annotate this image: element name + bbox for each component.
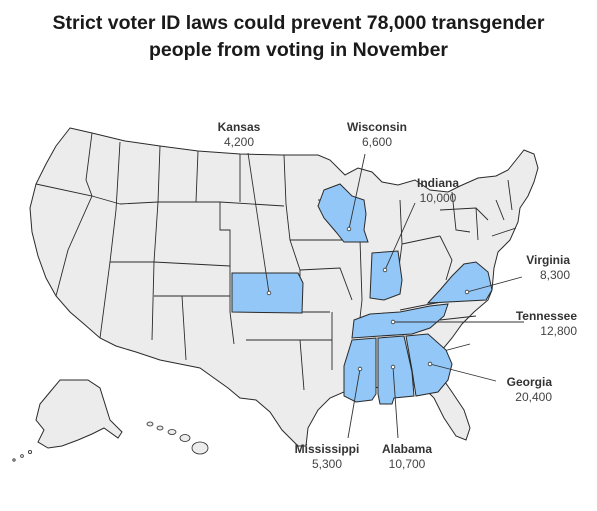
title-line-1: Strict voter ID laws could prevent 78,00…	[52, 12, 545, 34]
label-value-alabama: 10,700	[389, 457, 426, 471]
label-name-georgia: Georgia	[507, 375, 553, 389]
state-borders	[35, 132, 517, 391]
label-value-wisconsin: 6,600	[362, 135, 392, 149]
label-value-mississippi: 5,300	[312, 457, 342, 471]
anchor-dot-georgia	[427, 361, 433, 367]
state-alabama	[377, 335, 415, 405]
anchor-dot-alabama	[390, 364, 396, 370]
anchor-dot-wisconsin	[346, 226, 352, 232]
label-value-virginia: 8,300	[540, 268, 570, 282]
leader-line-mississippi	[347, 368, 361, 439]
anchor-dot-kansas	[266, 290, 272, 296]
title-line-2: people from voting in November	[148, 39, 449, 61]
anchor-dot-indiana	[382, 267, 388, 273]
label-name-tennessee: Tennessee	[516, 309, 577, 323]
map-title: Strict voter ID laws could prevent 78,00…	[0, 10, 597, 64]
leader-line-georgia	[429, 363, 497, 382]
leader-line-indiana	[384, 202, 416, 271]
label-value-tennessee: 12,800	[540, 324, 577, 338]
leader-line-virginia	[466, 276, 523, 293]
label-value-georgia: 20,400	[515, 390, 552, 404]
label-name-alabama: Alabama	[382, 442, 432, 456]
label-name-wisconsin: Wisconsin	[347, 120, 407, 134]
label-name-virginia: Virginia	[526, 253, 570, 267]
label-value-indiana: 10,000	[420, 191, 457, 205]
state-indiana	[369, 250, 403, 301]
hawaii	[146, 421, 209, 455]
anchor-dot-mississippi	[357, 366, 363, 372]
label-value-kansas: 4,200	[224, 135, 254, 149]
label-name-indiana: Indiana	[417, 176, 459, 190]
label-name-kansas: Kansas	[218, 120, 261, 134]
state-virginia	[426, 261, 493, 304]
state-tennessee	[351, 303, 449, 339]
leader-line-kansas	[247, 152, 270, 294]
leader-line-wisconsin	[348, 153, 366, 230]
aleutian-islands	[12, 449, 32, 462]
leader-line-alabama	[392, 366, 399, 439]
alaska	[35, 379, 123, 449]
anchor-dot-virginia	[464, 289, 470, 295]
anchor-dot-tennessee	[390, 319, 396, 325]
label-name-mississippi: Mississippi	[295, 442, 360, 456]
